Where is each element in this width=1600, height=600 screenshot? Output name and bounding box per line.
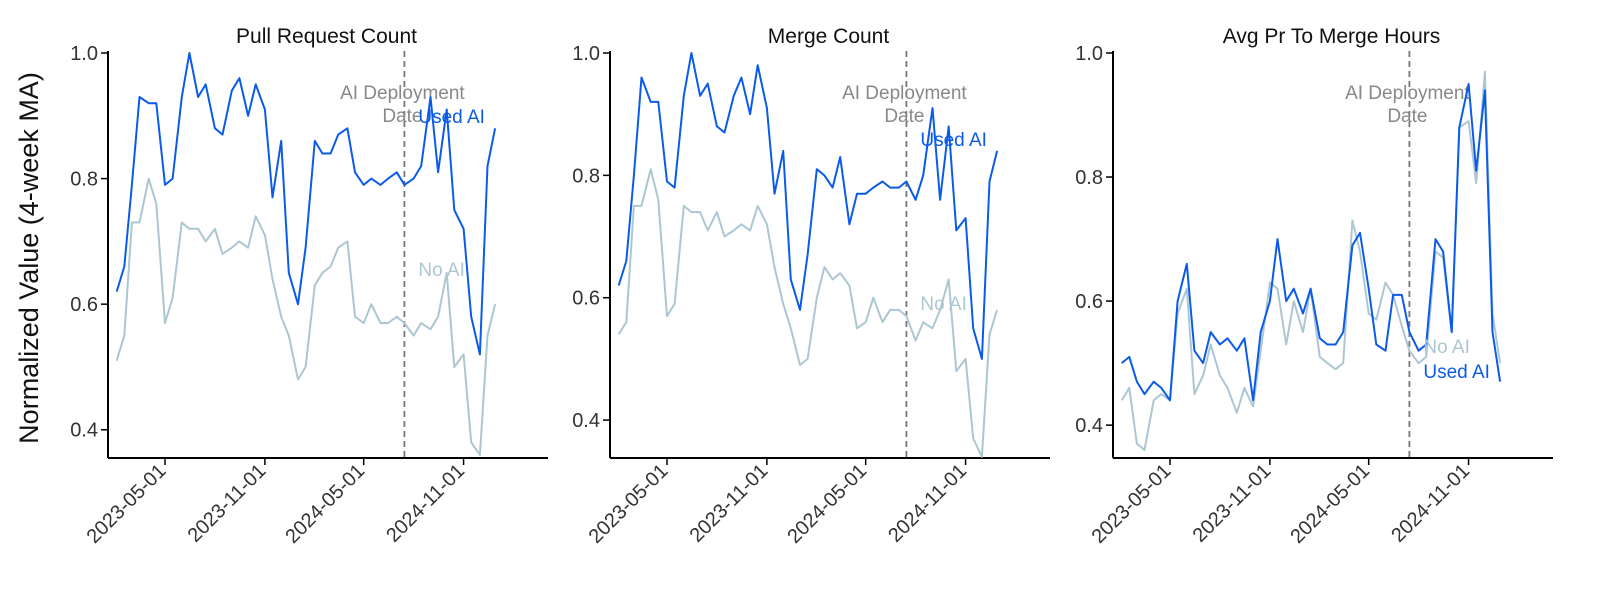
- deployment-label-line1: AI Deployment: [842, 83, 967, 104]
- panel-title: Merge Count: [768, 25, 890, 48]
- series-label-used-ai: Used AI: [1423, 362, 1490, 383]
- panel-2: Merge Count 0.4 0.6 0.8 1.0 2023-05-01 2023-11…: [572, 25, 1050, 548]
- x-tick-label: 2023-05-01: [585, 460, 673, 548]
- series-line-no-ai: [115, 177, 497, 456]
- y-tick-label: 0.4: [572, 410, 600, 432]
- panel-3: Avg Pr To Merge Hours 0.4 0.6 0.8 1.0 2023-05…: [1075, 25, 1553, 548]
- series-line-no-ai: [617, 168, 999, 458]
- panel-title: Avg Pr To Merge Hours: [1223, 25, 1441, 48]
- x-tick-label: 2024-11-01: [382, 460, 469, 547]
- y-tick-label: 0.6: [70, 294, 98, 316]
- y-tick-label: 0.6: [1075, 291, 1103, 313]
- series-label-no-ai: No AI: [920, 294, 966, 315]
- x-tick-label: 2024-05-01: [1286, 460, 1374, 548]
- y-tick-label: 0.8: [1075, 167, 1103, 189]
- series-label-used-ai: Used AI: [418, 107, 485, 128]
- y-tick-label: 0.8: [572, 165, 600, 187]
- y-tick-label: 1.0: [572, 43, 600, 65]
- y-tick-label: 1.0: [1075, 43, 1103, 65]
- x-tick-label: 2023-11-01: [1189, 460, 1276, 547]
- x-tick-label: 2023-11-01: [184, 460, 271, 547]
- x-tick-label: 2024-11-01: [1387, 460, 1474, 547]
- x-tick-label: 2023-05-01: [1088, 460, 1176, 548]
- panel-1: Pull Request Count 0.4 0.6 0.8 1.0 2023-05-01…: [70, 25, 548, 548]
- deployment-label-line2: Date: [1387, 106, 1427, 127]
- y-tick-label: 0.4: [1075, 415, 1103, 437]
- x-tick-label: 2023-05-01: [83, 460, 171, 548]
- x-tick-label: 2024-05-01: [783, 460, 871, 548]
- x-tick-label: 2024-05-01: [281, 460, 369, 548]
- figure-ylabel: Normalized Value (4-week MA): [14, 72, 44, 444]
- series-label-used-ai: Used AI: [920, 130, 987, 151]
- x-tick-label: 2023-11-01: [686, 460, 773, 547]
- series-label-no-ai: No AI: [418, 260, 464, 281]
- y-tick-label: 0.8: [70, 169, 98, 191]
- deployment-label-line2: Date: [382, 106, 422, 127]
- deployment-label-line2: Date: [884, 106, 924, 127]
- series-line-used-ai: [1121, 83, 1502, 402]
- y-tick-label: 0.4: [70, 420, 98, 442]
- series-label-no-ai: No AI: [1423, 337, 1469, 358]
- series-line-used-ai: [617, 52, 999, 360]
- y-tick-label: 1.0: [70, 43, 98, 65]
- series-line-used-ai: [115, 52, 497, 356]
- x-tick-label: 2024-11-01: [884, 460, 971, 547]
- deployment-label-line1: AI Deployment: [340, 83, 465, 104]
- deployment-label-line1: AI Deployment: [1345, 83, 1470, 104]
- panel-title: Pull Request Count: [236, 25, 417, 48]
- y-tick-label: 0.6: [572, 288, 600, 310]
